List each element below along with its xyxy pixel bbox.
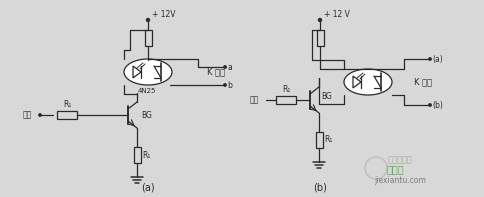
Bar	[134, 147, 140, 163]
Circle shape	[39, 114, 41, 116]
Ellipse shape	[124, 59, 172, 85]
Circle shape	[224, 84, 226, 86]
Circle shape	[429, 104, 431, 106]
Text: 4N25: 4N25	[138, 88, 156, 94]
Text: (b): (b)	[313, 183, 327, 193]
Text: 输入: 输入	[250, 96, 259, 104]
Text: K 常闭: K 常闭	[414, 77, 432, 86]
Text: R₁: R₁	[324, 136, 333, 145]
Bar	[316, 132, 322, 148]
Text: BG: BG	[321, 91, 332, 100]
Text: 接线图: 接线图	[386, 164, 404, 174]
Circle shape	[318, 19, 321, 21]
Bar	[317, 30, 323, 46]
Circle shape	[429, 58, 431, 60]
Text: 输入: 输入	[23, 111, 32, 120]
Text: R₁: R₁	[142, 151, 151, 160]
Text: R₁: R₁	[63, 100, 71, 109]
Text: BG: BG	[141, 111, 152, 120]
Text: a: a	[227, 62, 232, 72]
Ellipse shape	[344, 69, 392, 95]
Text: jiexiantu.com: jiexiantu.com	[374, 176, 426, 185]
Text: (a): (a)	[432, 55, 443, 63]
Bar	[145, 30, 151, 46]
Text: (a): (a)	[141, 183, 155, 193]
Text: R₁: R₁	[282, 85, 290, 94]
Bar	[276, 96, 296, 104]
Text: b: b	[227, 81, 232, 89]
Text: (b): (b)	[432, 100, 443, 110]
Text: K 常开: K 常开	[207, 68, 225, 76]
Bar	[57, 111, 77, 119]
Text: 电子发烧友: 电子发烧友	[388, 155, 412, 164]
Text: + 12 V: + 12 V	[324, 10, 350, 19]
Circle shape	[147, 19, 150, 21]
Circle shape	[224, 66, 226, 68]
Text: + 12V: + 12V	[152, 10, 176, 19]
